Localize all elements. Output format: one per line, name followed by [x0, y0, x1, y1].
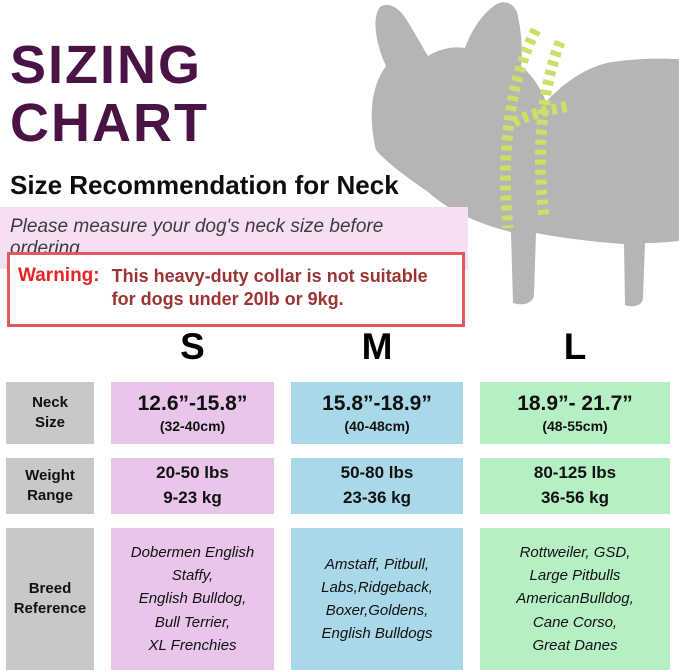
- column-header-s: S: [180, 326, 205, 367]
- row-label-neck-size: Neck Size: [6, 382, 94, 444]
- warning-box: Warning: This heavy-duty collar is not s…: [7, 252, 465, 327]
- neck-size-m-value: 15.8”-18.9”: [322, 392, 432, 415]
- column-header-m: M: [361, 326, 393, 367]
- breed-cell-l: Rottweiler, GSD, Large Pitbulls American…: [480, 528, 670, 670]
- row-label-breed-reference: Breed Reference: [6, 528, 94, 670]
- title-line-1: SIZING: [10, 35, 203, 95]
- table-corner-spacer: [6, 326, 94, 368]
- size-table: S M L Neck Size 12.6”-15.8” (32-40cm) 15…: [6, 326, 673, 670]
- neck-size-cell-s: 12.6”-15.8” (32-40cm): [111, 382, 274, 444]
- dog-svg: [371, 2, 679, 307]
- subtitle: Size Recommendation for Neck: [10, 170, 399, 200]
- neck-size-l-value: 18.9”- 21.7”: [517, 392, 633, 415]
- dog-illustration: [340, 0, 679, 318]
- warning-label: Warning:: [18, 265, 100, 286]
- weight-cell-s: 20-50 lbs 9-23 kg: [111, 458, 274, 514]
- breed-cell-s: Dobermen English Staffy, English Bulldog…: [111, 528, 274, 670]
- breed-cell-m: Amstaff, Pitbull, Labs,Ridgeback, Boxer,…: [291, 528, 463, 670]
- weight-cell-l: 80-125 lbs 36-56 kg: [480, 458, 670, 514]
- neck-size-cell-l: 18.9”- 21.7” (48-55cm): [480, 382, 670, 444]
- measuring-tape-icon: [500, 27, 571, 229]
- page-title: SIZING CHART: [10, 36, 209, 153]
- neck-size-l-metric: (48-55cm): [542, 418, 608, 434]
- warning-text: This heavy-duty collar is not suitable f…: [111, 266, 428, 310]
- neck-size-m-metric: (40-48cm): [344, 418, 410, 434]
- title-line-2: CHART: [10, 93, 209, 154]
- neck-size-cell-m: 15.8”-18.9” (40-48cm): [291, 382, 463, 444]
- neck-size-s-value: 12.6”-15.8”: [137, 392, 248, 415]
- column-header-l: L: [563, 326, 587, 367]
- weight-cell-m: 50-80 lbs 23-36 kg: [291, 458, 463, 514]
- dog-silhouette: [371, 2, 679, 307]
- neck-size-s-metric: (32-40cm): [159, 418, 226, 434]
- row-label-weight-range: Weight Range: [6, 458, 94, 514]
